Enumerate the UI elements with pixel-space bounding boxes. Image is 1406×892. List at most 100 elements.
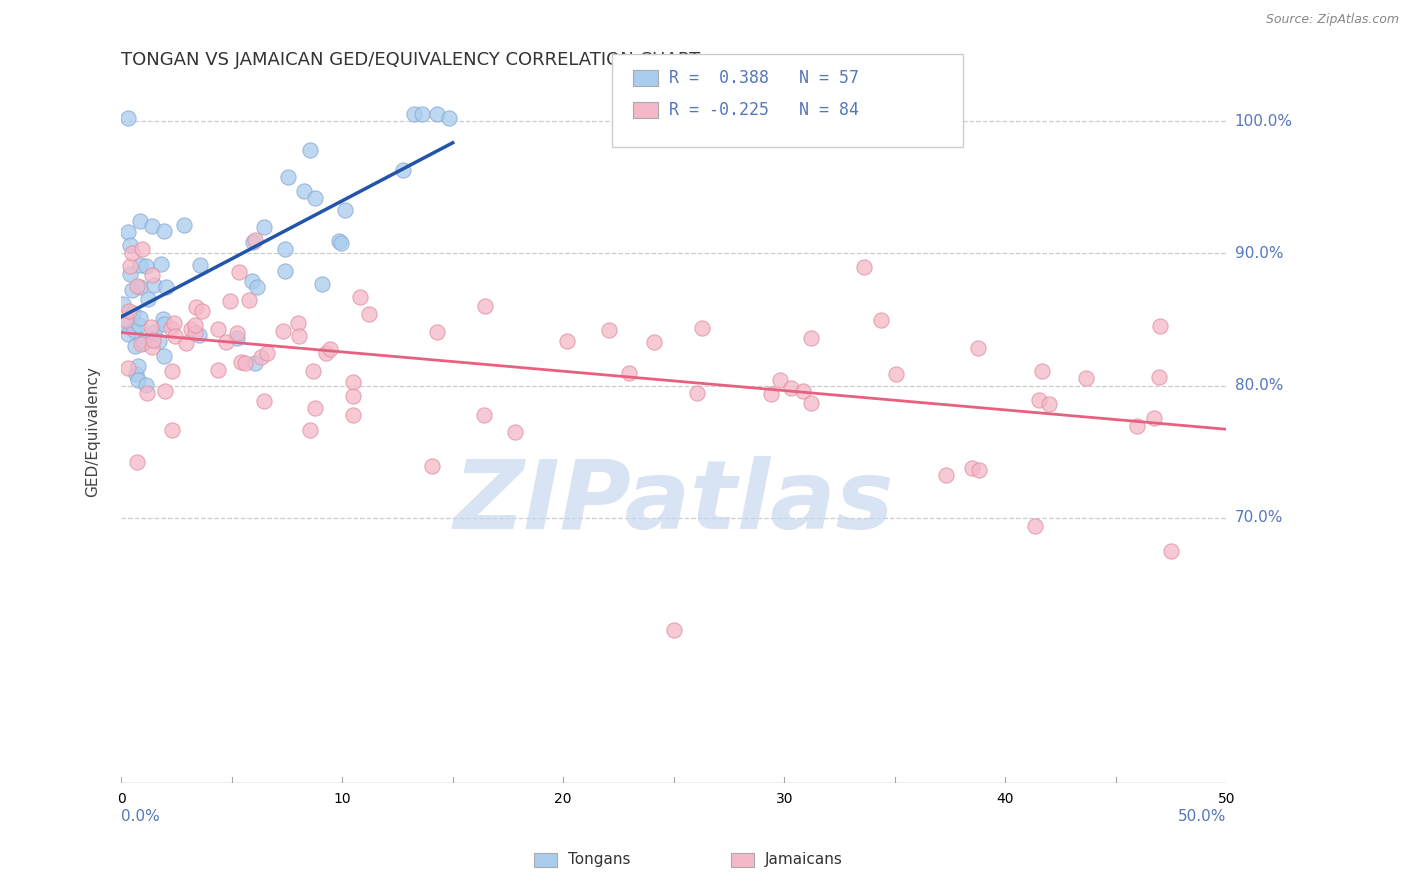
Text: 90.0%: 90.0% (1234, 246, 1284, 260)
Point (184, 300, 207, 314)
Point (117, 327, 139, 342)
Point (967, 463, 990, 477)
Point (292, 185, 315, 199)
Point (184, 318, 207, 332)
Point (792, 384, 814, 398)
Point (598, 322, 620, 336)
Point (690, 321, 713, 335)
Point (253, 393, 276, 408)
Point (117, 225, 139, 239)
Point (333, 202, 356, 217)
Point (128, 318, 150, 332)
Point (287, 316, 309, 330)
Point (191, 304, 214, 318)
Point (437, 111, 460, 125)
Point (229, 355, 252, 369)
Point (287, 328, 309, 343)
Point (148, 334, 170, 348)
Point (298, 143, 321, 157)
Point (117, 361, 139, 376)
Text: 50.0%: 50.0% (1178, 809, 1226, 824)
Point (118, 259, 141, 273)
Point (128, 279, 150, 293)
Point (1038, 397, 1060, 411)
Point (118, 267, 141, 281)
Point (143, 325, 166, 339)
Point (152, 317, 174, 331)
Point (162, 423, 184, 437)
Text: TONGAN VS JAMAICAN GED/EQUIVALENCY CORRELATION CHART: TONGAN VS JAMAICAN GED/EQUIVALENCY CORRE… (121, 51, 700, 69)
Point (853, 260, 876, 274)
Point (328, 234, 350, 248)
Point (274, 263, 297, 277)
Point (121, 283, 143, 297)
Point (299, 423, 322, 437)
Point (153, 224, 176, 238)
Text: Jamaicans: Jamaicans (765, 853, 842, 867)
Point (245, 280, 267, 294)
Point (129, 213, 152, 227)
Point (238, 293, 260, 307)
Y-axis label: GED/Equivalency: GED/Equivalency (86, 367, 100, 498)
Point (240, 274, 263, 288)
Point (136, 292, 159, 306)
Text: 70.0%: 70.0% (1234, 510, 1282, 525)
Point (342, 389, 364, 403)
Point (1160, 544, 1182, 558)
Point (215, 335, 238, 350)
Point (253, 220, 276, 235)
Point (127, 278, 149, 293)
Point (962, 461, 984, 475)
Point (1076, 371, 1098, 385)
Point (273, 242, 295, 256)
Point (800, 395, 823, 409)
Point (163, 316, 186, 330)
Point (243, 356, 266, 370)
Point (188, 258, 211, 272)
Point (315, 346, 337, 360)
Point (934, 468, 956, 483)
Point (1028, 392, 1050, 407)
Point (342, 409, 364, 423)
Point (132, 335, 155, 350)
Point (187, 327, 209, 342)
Point (141, 268, 163, 283)
Point (886, 367, 908, 381)
Point (1024, 518, 1046, 533)
Point (153, 350, 176, 364)
Point (242, 235, 264, 249)
Point (1125, 418, 1147, 433)
Point (129, 258, 152, 272)
Point (271, 324, 294, 338)
Point (391, 162, 413, 177)
Point (662, 624, 685, 638)
Text: ZIPatlas: ZIPatlas (453, 456, 894, 549)
Point (149, 257, 172, 271)
Text: Tongans: Tongans (568, 853, 630, 867)
Point (411, 107, 433, 121)
Point (207, 363, 229, 377)
Point (304, 401, 326, 415)
Point (117, 112, 139, 126)
Point (121, 246, 143, 260)
Point (112, 297, 135, 311)
Point (426, 326, 449, 340)
Point (503, 425, 526, 440)
Point (245, 233, 267, 247)
Point (160, 364, 183, 378)
Point (800, 331, 823, 345)
Point (155, 384, 177, 399)
Point (318, 343, 340, 357)
Point (302, 364, 325, 378)
Point (127, 359, 149, 374)
Point (219, 294, 242, 309)
Point (420, 458, 443, 473)
Point (125, 455, 148, 469)
Point (226, 326, 249, 340)
Point (249, 350, 271, 364)
Point (124, 339, 146, 353)
Point (131, 243, 153, 257)
Point (125, 367, 148, 381)
Point (121, 306, 143, 320)
Point (330, 236, 353, 251)
